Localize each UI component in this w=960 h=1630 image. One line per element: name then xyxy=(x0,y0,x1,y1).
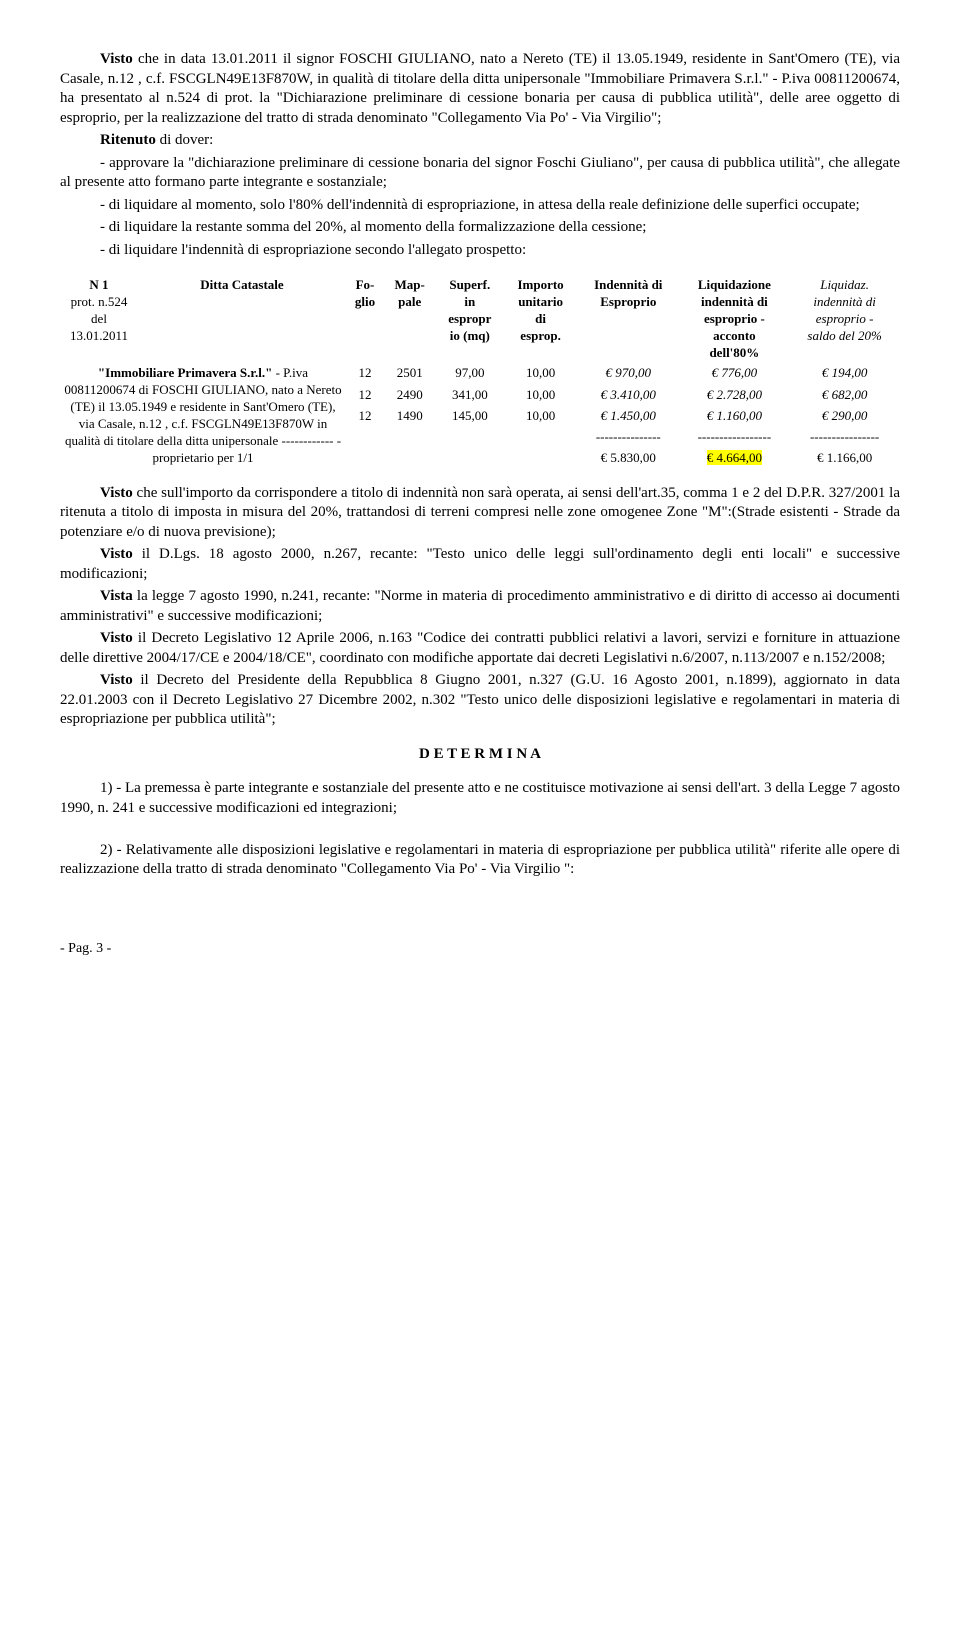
ritenuto-tail: di dover: xyxy=(156,132,214,148)
cell-imp: 10,00 xyxy=(504,363,577,384)
item-2: 2) - Relativamente alle disposizioni leg… xyxy=(60,841,900,880)
visto-2: Visto il D.Lgs. 18 agosto 2000, n.267, r… xyxy=(60,545,900,584)
page-footer: - Pag. 3 - xyxy=(60,940,900,958)
th-ditta: Ditta Catastale xyxy=(138,275,346,363)
paragraph-visto: Visto che in data 13.01.2011 il signor F… xyxy=(60,50,900,128)
th-liquidazione: Liquidazioneindennità diesproprio -accon… xyxy=(680,275,790,363)
cell-ind: € 970,00 xyxy=(577,363,680,384)
bullet-4: - di liquidare l'indennità di espropriaz… xyxy=(60,241,900,261)
th-importo: Importounitariodiesprop. xyxy=(504,275,577,363)
cell-sup: 97,00 xyxy=(435,363,504,384)
visto-4: Visto il Decreto Legislativo 12 Aprile 2… xyxy=(60,629,900,668)
determina-heading: D E T E R M I N A xyxy=(60,745,900,765)
cell-sal: € 194,00 xyxy=(789,363,900,384)
ditta-cell: "Immobiliare Primavera S.r.l." - P.iva 0… xyxy=(60,363,346,468)
cell-map: 2501 xyxy=(384,363,436,384)
ritenuto-bold: Ritenuto xyxy=(100,132,156,148)
bullet-1: - approvare la "dichiarazione preliminar… xyxy=(60,154,900,193)
cell-foglio: 12 xyxy=(346,363,384,384)
th-superf: Superf.inesproprio (mq) xyxy=(435,275,504,363)
visto-bold: Visto xyxy=(100,51,133,67)
visto-1: Visto che sull'importo da corrispondere … xyxy=(60,484,900,543)
visto-5: Visto il Decreto del Presidente della Re… xyxy=(60,671,900,730)
th-saldo: Liquidaz.indennità diesproprio -saldo de… xyxy=(789,275,900,363)
th-foglio: Fo-glio xyxy=(346,275,384,363)
bullet-2: - di liquidare al momento, solo l'80% de… xyxy=(60,196,900,216)
bullet-3: - di liquidare la restante somma del 20%… xyxy=(60,218,900,238)
visto-3: Vista la legge 7 agosto 1990, n.241, rec… xyxy=(60,587,900,626)
total-liq: € 4.664,00 xyxy=(680,448,790,469)
th-n: N 1 prot. n.524 del 13.01.2011 xyxy=(60,275,138,363)
total-ind: € 5.830,00 xyxy=(577,448,680,469)
th-indennita: Indennità diEsproprio xyxy=(577,275,680,363)
total-sal: € 1.166,00 xyxy=(789,448,900,469)
item-1: 1) - La premessa è parte integrante e so… xyxy=(60,779,900,818)
table-row: "Immobiliare Primavera S.r.l." - P.iva 0… xyxy=(60,363,900,384)
paragraph-ritenuto: Ritenuto di dover: xyxy=(60,131,900,151)
visto-text: che in data 13.01.2011 il signor FOSCHI … xyxy=(60,51,900,126)
expropriation-table: N 1 prot. n.524 del 13.01.2011 Ditta Cat… xyxy=(60,275,900,469)
cell-liq: € 776,00 xyxy=(680,363,790,384)
th-mappale: Map-pale xyxy=(384,275,436,363)
